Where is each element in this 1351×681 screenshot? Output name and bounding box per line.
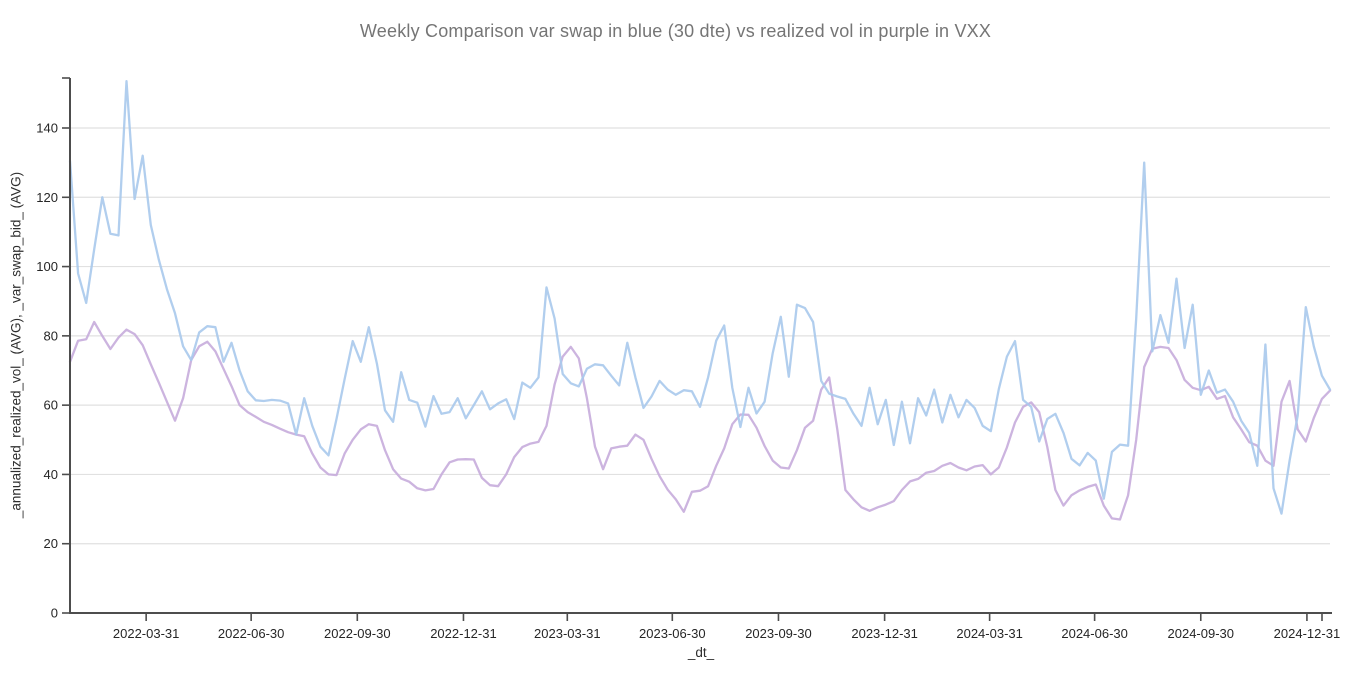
axes xyxy=(69,78,1332,614)
x-tick-label: 2024-03-31 xyxy=(956,626,1023,641)
gridlines xyxy=(70,127,1330,545)
x-tick-label: 2022-09-30 xyxy=(324,626,391,641)
x-tick-label: 2022-03-31 xyxy=(113,626,180,641)
chart-title: Weekly Comparison var swap in blue (30 d… xyxy=(359,21,992,41)
y-tick-label: 140 xyxy=(36,121,58,136)
x-tick-label: 2022-12-31 xyxy=(430,626,497,641)
series-lines xyxy=(68,80,1332,521)
realized-vol-line xyxy=(68,320,1332,521)
y-tick-label: 80 xyxy=(44,328,58,343)
x-tick-label: 2022-06-30 xyxy=(218,626,285,641)
x-tick-label: 2024-12-31 xyxy=(1274,626,1341,641)
y-axis-ticks: 0 20 40 60 80 100 120 140 xyxy=(36,77,70,621)
x-tick-label: 2024-09-30 xyxy=(1168,626,1235,641)
x-axis-title: _dt_ xyxy=(687,645,715,660)
y-tick-label: 20 xyxy=(44,536,58,551)
x-tick-label: 2023-06-30 xyxy=(639,626,706,641)
x-tick-label: 2023-12-31 xyxy=(851,626,918,641)
x-tick-label: 2023-09-30 xyxy=(745,626,812,641)
y-tick-label: 60 xyxy=(44,398,58,413)
y-tick-label: 100 xyxy=(36,259,58,274)
x-axis-ticks: 2022-03-31 2022-06-30 2022-09-30 2022-12-31… xyxy=(113,614,1340,641)
y-tick-label: 120 xyxy=(36,190,58,205)
y-tick-label: 40 xyxy=(44,467,58,482)
y-tick-label: 0 xyxy=(51,606,58,621)
x-tick-label: 2024-06-30 xyxy=(1061,626,1128,641)
x-tick-label: 2023-03-31 xyxy=(534,626,601,641)
var-swap-line xyxy=(68,80,1332,515)
